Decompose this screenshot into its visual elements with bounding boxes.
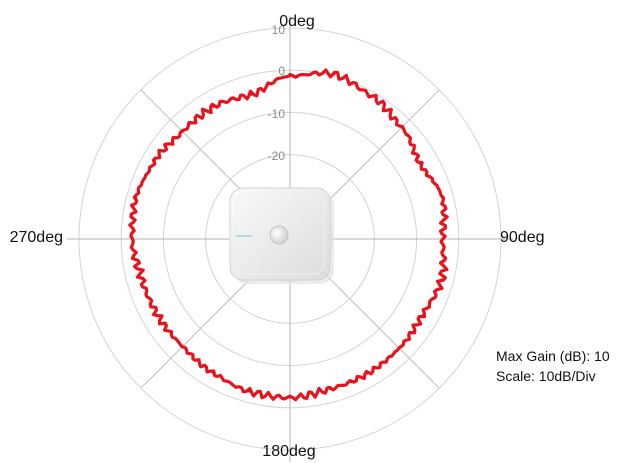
gain-data-point <box>181 130 184 133</box>
gain-data-point <box>181 345 184 348</box>
gain-data-point <box>156 314 159 317</box>
gain-data-point <box>153 159 156 163</box>
radial-tick-label-0: 0 <box>278 64 285 78</box>
gain-data-point <box>332 73 336 76</box>
gain-data-point <box>329 387 332 391</box>
direction-label-270deg: 270deg <box>10 229 63 246</box>
gain-data-point <box>211 371 214 374</box>
gain-data-point <box>441 237 444 241</box>
gain-data-point <box>418 162 422 166</box>
gain-data-point <box>212 105 215 108</box>
direction-label-180deg: 180deg <box>262 443 315 460</box>
gain-data-point <box>398 347 401 350</box>
gain-data-point <box>366 372 369 375</box>
direction-label-0deg: 0deg <box>279 13 315 30</box>
gain-data-point <box>440 278 443 281</box>
gain-data-point <box>400 126 403 129</box>
gain-data-point <box>441 197 444 200</box>
gain-data-point <box>140 277 143 280</box>
radial-tick-label-10: 10 <box>272 23 286 37</box>
gain-data-point <box>371 95 374 98</box>
gain-data-point <box>288 396 292 399</box>
gain-data-point <box>288 74 292 78</box>
gain-data-point <box>250 93 253 96</box>
gain-pattern-layer <box>128 68 449 402</box>
gain-data-point <box>421 314 424 317</box>
gain-pattern-line <box>128 68 449 402</box>
chart-labels: 0deg 90deg 180deg 270deg 10 0 -10 -20 <box>10 13 545 460</box>
scale-text: Scale: 10dB/Div <box>496 368 596 384</box>
gain-data-point <box>131 237 134 241</box>
max-gain-text: Max Gain (dB): 10 <box>496 348 610 364</box>
gain-data-point <box>134 196 138 199</box>
gain-data-point <box>248 390 251 393</box>
access-point-device-image <box>229 187 334 284</box>
radial-tick-label-minus20: -20 <box>268 149 286 163</box>
radial-tick-label-minus10: -10 <box>268 107 286 121</box>
direction-label-90deg: 90deg <box>500 229 545 246</box>
